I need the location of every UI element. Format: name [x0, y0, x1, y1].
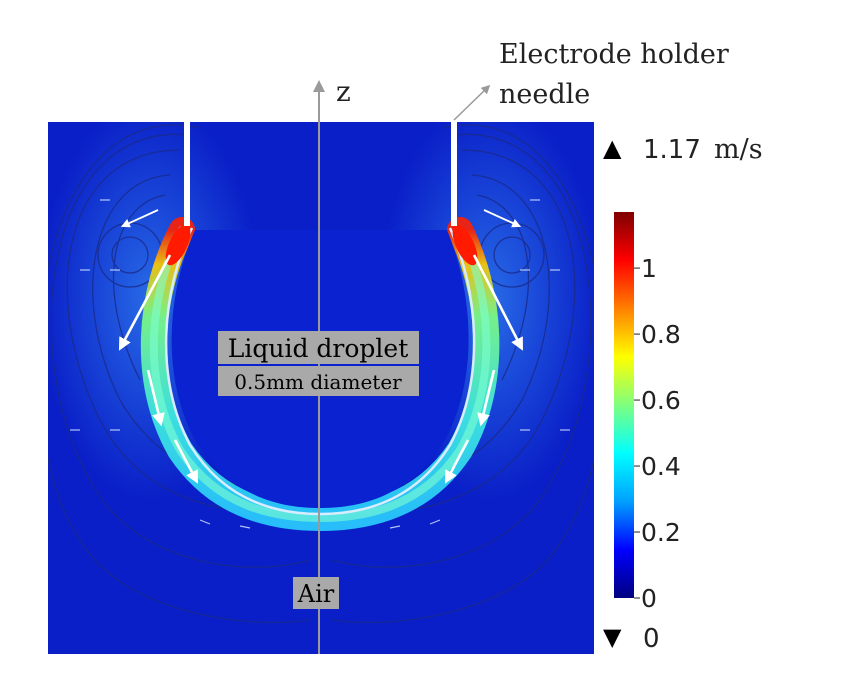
- small-arrows: [70, 199, 570, 529]
- colorbar-max-marker: ▲: [603, 134, 622, 162]
- air-label-box: [293, 577, 339, 609]
- colorbar-tick-label: 0.8: [641, 320, 681, 349]
- holder-label-line1: Electrode holder: [499, 39, 729, 70]
- holder-pointer: [453, 84, 491, 121]
- droplet-label-line2: 0.5mm diameter: [234, 370, 402, 394]
- velocity-field: [48, 122, 594, 654]
- holder-label-line2: needle: [499, 79, 590, 110]
- colorbar-tick-label: 0: [641, 584, 657, 613]
- colorbar: ▲ 1.17 m/s 1 0.8 0.6 0.4 0.2 0 ▼ 0: [603, 134, 763, 654]
- colorbar-max-label: 1.17: [643, 135, 701, 165]
- velocity-arrows: [118, 209, 523, 484]
- hotspot-left: [165, 224, 191, 266]
- colorbar-min-label: 0: [643, 624, 660, 654]
- colorbar-min-marker: ▼: [603, 623, 622, 651]
- electrode-needle-left: [184, 120, 190, 226]
- colorbar-ticks: 1 0.8 0.6 0.4 0.2 0: [634, 254, 681, 613]
- colorbar-unit: m/s: [714, 134, 763, 165]
- hotspot-right: [452, 224, 478, 266]
- droplet-label-line1: Liquid droplet: [228, 334, 409, 363]
- droplet-label-box-2: [218, 366, 419, 396]
- colorbar-tick-label: 1: [641, 254, 657, 283]
- colorbar-tick-label: 0.4: [641, 452, 681, 481]
- electrode-needle-right: [451, 120, 457, 226]
- z-axis-label: z: [336, 75, 351, 108]
- colorbar-tick-label: 0.2: [641, 518, 681, 547]
- colorbar-tick-label: 0.6: [641, 386, 681, 415]
- colorbar-gradient: [614, 212, 634, 598]
- air-label: Air: [297, 580, 335, 608]
- droplet-label-box: [218, 331, 419, 364]
